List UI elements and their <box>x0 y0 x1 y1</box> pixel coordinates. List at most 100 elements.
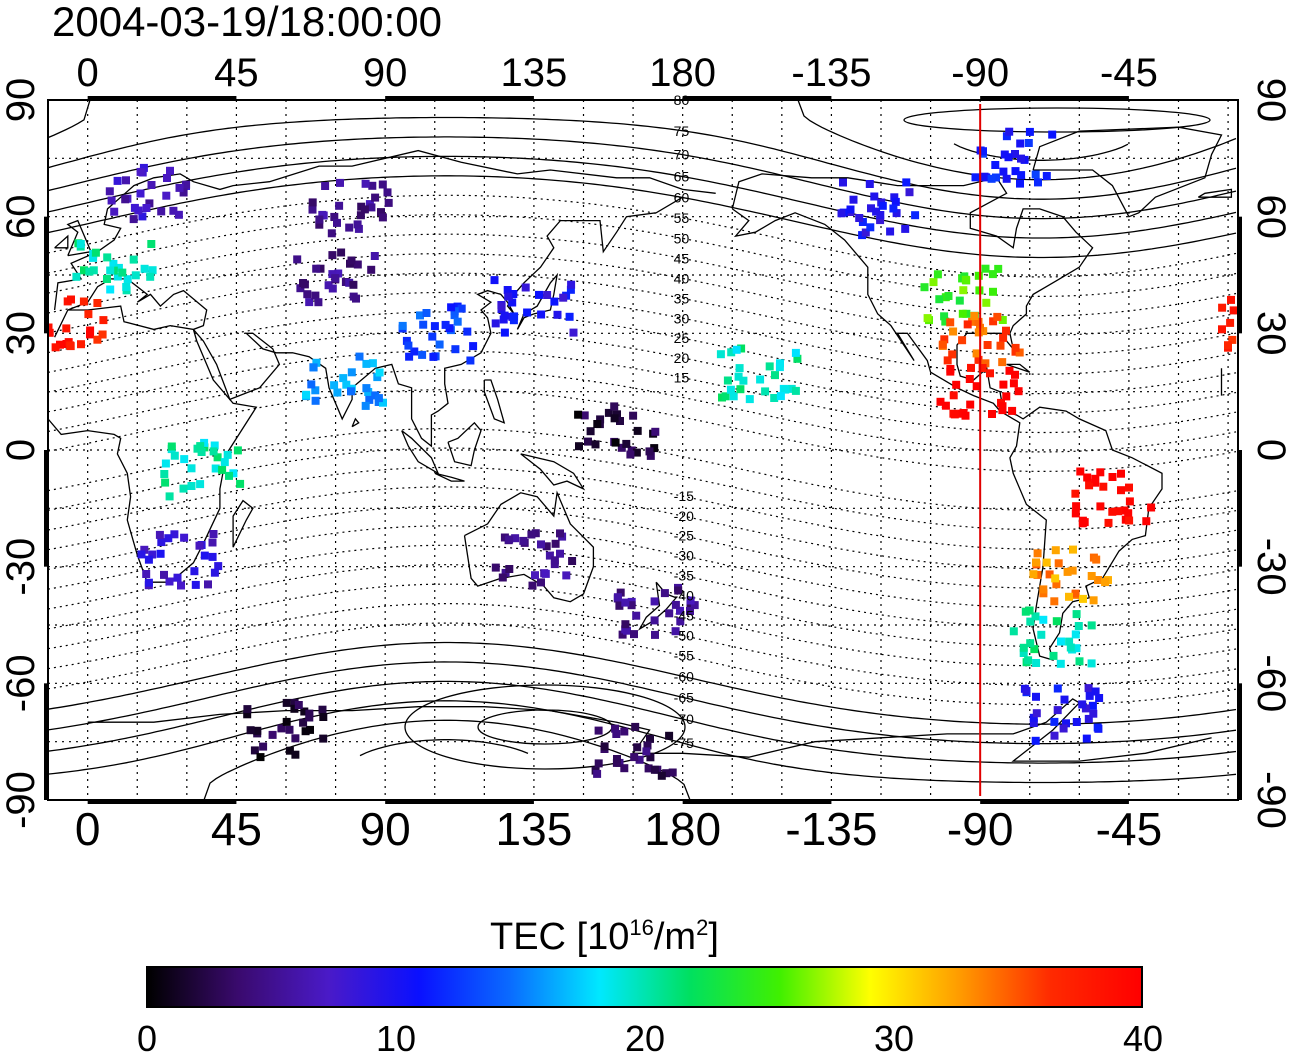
tec-cell <box>729 392 738 401</box>
tec-cell <box>105 187 114 196</box>
tec-cell <box>1218 303 1227 312</box>
bottom-longitude-label: 90 <box>360 803 411 855</box>
tec-cell <box>1051 574 1060 583</box>
magnetic-latitude-line <box>48 214 1237 297</box>
tec-cell <box>303 290 312 299</box>
tec-cell <box>1042 172 1051 180</box>
tec-cell <box>62 324 71 333</box>
coastline-segment <box>54 234 69 249</box>
tec-cell <box>521 283 530 292</box>
tec-cell <box>268 730 277 739</box>
tec-cell <box>929 278 938 287</box>
tec-cell <box>163 174 171 182</box>
tec-cell <box>721 392 730 401</box>
tec-cell <box>1085 691 1094 700</box>
tec-cell <box>621 598 630 607</box>
tec-cell <box>584 437 592 446</box>
tec-cell <box>309 363 318 372</box>
tec-cell <box>1032 692 1040 701</box>
tec-cell <box>140 545 149 554</box>
tec-cell <box>1005 366 1014 375</box>
tec-cell <box>646 451 655 460</box>
magnetic-latitude-label: 55 <box>674 210 690 226</box>
tec-cell <box>1024 656 1033 665</box>
tec-cell <box>1092 555 1101 564</box>
tec-cell <box>892 209 901 218</box>
tec-cell <box>623 626 631 635</box>
tec-cell <box>353 220 362 229</box>
tec-cell <box>621 620 630 629</box>
tec-cell <box>1104 518 1113 527</box>
tec-cell <box>210 441 219 450</box>
tec-cell <box>988 270 997 279</box>
left-latitude-label: -60 <box>0 654 43 712</box>
tec-cell <box>311 386 320 395</box>
magnetic-latitude-label: -35 <box>674 567 694 583</box>
tec-cell <box>1124 509 1133 518</box>
tec-cell <box>142 570 151 578</box>
tec-cell <box>630 630 638 639</box>
tec-cell <box>971 173 980 182</box>
tec-cell <box>223 450 232 459</box>
frame-tick-bar <box>682 96 832 101</box>
tec-cell <box>1060 695 1069 704</box>
tec-cell <box>611 724 620 733</box>
frame-tick-bar <box>1237 683 1242 800</box>
tec-cell <box>617 443 626 452</box>
tec-cell <box>878 201 887 210</box>
tec-cell <box>657 771 666 780</box>
tec-cell <box>979 147 987 156</box>
tec-cell <box>1072 718 1081 726</box>
tec-cell <box>1031 170 1040 179</box>
tec-cell <box>1087 572 1096 580</box>
tec-cell <box>1009 379 1018 388</box>
bottom-longitude-label: 180 <box>644 803 721 855</box>
tec-cell <box>935 295 944 304</box>
tec-cell <box>377 208 385 217</box>
magnetic-latitude-line <box>48 330 1237 414</box>
tec-cell <box>643 741 652 750</box>
tec-cell <box>327 229 336 238</box>
tec-cell <box>282 717 291 726</box>
tec-cell <box>1016 179 1024 188</box>
tec-cell <box>1048 130 1057 139</box>
tec-cell <box>1024 139 1033 147</box>
tec-cell <box>1080 518 1089 527</box>
tec-cell <box>1226 318 1235 327</box>
tec-cell <box>1034 178 1042 187</box>
tec-cell <box>451 345 460 354</box>
tec-cell <box>140 264 149 273</box>
tec-cell <box>371 193 380 202</box>
tec-cell <box>1072 610 1081 619</box>
tec-cell <box>209 530 218 538</box>
tec-cell <box>256 753 265 762</box>
tec-cell <box>130 203 139 212</box>
tec-cell <box>353 260 362 269</box>
tec-cell <box>998 358 1007 367</box>
tec-cell <box>1002 326 1010 335</box>
magnetic-latitude-label: 20 <box>674 350 690 366</box>
tec-cell <box>422 309 431 317</box>
tec-cell <box>345 278 354 287</box>
tec-cell <box>1005 127 1014 136</box>
top-longitude-label: -90 <box>951 51 1009 95</box>
tec-cell <box>355 352 364 361</box>
tec-cell <box>987 174 996 183</box>
tec-cell <box>1019 649 1028 657</box>
tec-cell <box>613 755 621 763</box>
tec-cell <box>165 492 174 501</box>
tec-cell <box>220 458 229 467</box>
timestamp-title: 2004-03-19/18:00:00 <box>52 0 442 45</box>
tec-cell <box>457 304 466 313</box>
magnetic-latitude-line <box>48 272 1237 356</box>
tec-cell <box>1065 637 1074 646</box>
bottom-longitude-label: 135 <box>496 803 573 855</box>
tec-cell <box>290 704 299 713</box>
tec-cell <box>1078 700 1087 709</box>
tec-cell <box>173 573 182 582</box>
tec-cell <box>941 317 950 326</box>
tec-cell <box>635 755 644 764</box>
magnetic-latitude-line <box>48 622 1237 706</box>
tec-cell <box>537 578 545 587</box>
tec-cell <box>505 565 514 573</box>
